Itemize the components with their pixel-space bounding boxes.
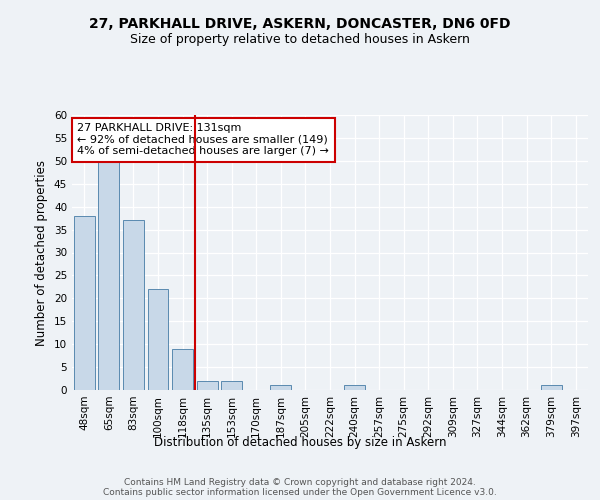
- Text: Size of property relative to detached houses in Askern: Size of property relative to detached ho…: [130, 32, 470, 46]
- Bar: [74, 216, 95, 390]
- Bar: [148, 289, 169, 390]
- Bar: [221, 381, 242, 390]
- Bar: [98, 161, 119, 390]
- Text: 27 PARKHALL DRIVE: 131sqm
← 92% of detached houses are smaller (149)
4% of semi-: 27 PARKHALL DRIVE: 131sqm ← 92% of detac…: [77, 123, 329, 156]
- Text: Contains HM Land Registry data © Crown copyright and database right 2024.
Contai: Contains HM Land Registry data © Crown c…: [103, 478, 497, 497]
- Text: Distribution of detached houses by size in Askern: Distribution of detached houses by size …: [154, 436, 446, 449]
- Bar: [271, 386, 292, 390]
- Text: 27, PARKHALL DRIVE, ASKERN, DONCASTER, DN6 0FD: 27, PARKHALL DRIVE, ASKERN, DONCASTER, D…: [89, 18, 511, 32]
- Bar: [541, 386, 562, 390]
- Bar: [197, 381, 218, 390]
- Bar: [172, 349, 193, 390]
- Bar: [344, 386, 365, 390]
- Y-axis label: Number of detached properties: Number of detached properties: [35, 160, 49, 346]
- Bar: [123, 220, 144, 390]
